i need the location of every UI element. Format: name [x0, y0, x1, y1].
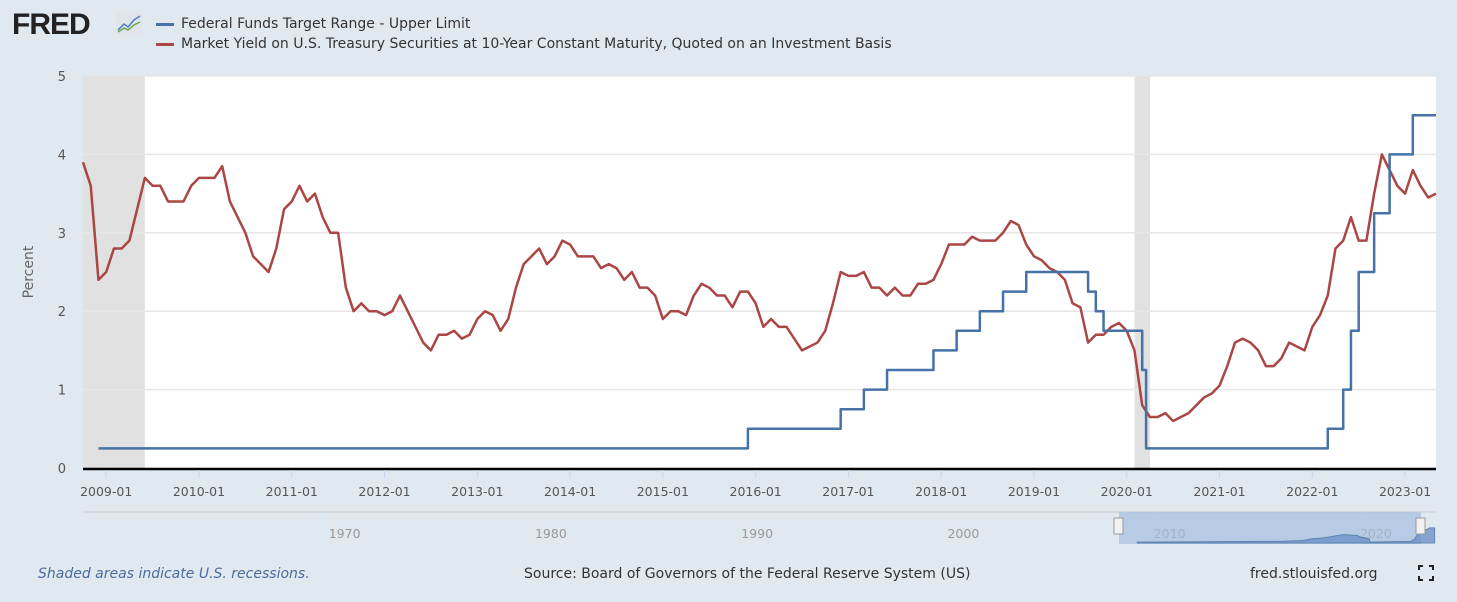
fullscreen-icon[interactable]	[1418, 565, 1434, 581]
fred-logo[interactable]: FRED	[12, 8, 91, 41]
x-tick-label: 2009-01	[80, 484, 132, 499]
legend-swatch-10yr	[156, 42, 174, 46]
line-chart[interactable]: 0 1 2 3 4 5 Percent 2009-01 2010-01 2011-01 2012…	[0, 0, 1457, 560]
x-tick-label: 2010-01	[173, 484, 225, 499]
recession-band	[1134, 76, 1150, 468]
x-axis-ticks: 2009-01 2010-01 2011-01 2012-01 2013-01 2014-…	[80, 470, 1431, 499]
x-tick-label: 2021-01	[1193, 484, 1245, 499]
x-tick-label: 2014-01	[544, 484, 596, 499]
series-line[interactable]	[98, 113, 1436, 450]
x-tick-label: 2019-01	[1008, 484, 1060, 499]
y-tick-label: 2	[58, 305, 66, 320]
y-tick-label: 4	[58, 148, 66, 163]
y-tick-label: 1	[58, 384, 66, 399]
y-axis-ticks: 0 1 2 3 4 5	[58, 70, 66, 477]
x-tick-label: 2011-01	[266, 484, 318, 499]
x-tick-label: 2018-01	[915, 484, 967, 499]
x-tick-label: 2016-01	[730, 484, 782, 499]
chart-legend: Federal Funds Target Range - Upper Limit…	[156, 14, 892, 54]
y-tick-label: 5	[58, 70, 66, 85]
navigator-series-area	[1136, 527, 1436, 544]
site-link[interactable]: fred.stlouisfed.org	[1250, 566, 1378, 582]
legend-item[interactable]: Federal Funds Target Range - Upper Limit	[156, 14, 892, 34]
series-line[interactable]	[81, 153, 1437, 423]
recession-note: Shaded areas indicate U.S. recessions.	[38, 566, 310, 582]
recession-band	[83, 76, 145, 468]
chart-line-icon	[116, 13, 142, 35]
x-tick-label: 2022-01	[1286, 484, 1338, 499]
legend-label: Market Yield on U.S. Treasury Securities…	[181, 36, 892, 52]
x-tick-label: 2020-01	[1101, 484, 1153, 499]
y-axis-label: Percent	[21, 245, 37, 298]
legend-swatch-fedfunds	[156, 22, 174, 26]
navigator-tick-label: 1980	[535, 526, 567, 541]
navigator-tick-label: 1970	[329, 526, 361, 541]
navigator-handle-right[interactable]	[1415, 517, 1426, 535]
y-tick-label: 3	[58, 227, 66, 242]
x-tick-label: 2015-01	[637, 484, 689, 499]
x-tick-label: 2012-01	[358, 484, 410, 499]
navigator-tick-label: 1990	[741, 526, 773, 541]
x-tick-label: 2023-01	[1379, 484, 1431, 499]
x-tick-label: 2013-01	[451, 484, 503, 499]
series-lines	[81, 113, 1437, 450]
navigator-handle-left[interactable]	[1113, 517, 1124, 535]
plot-background	[83, 76, 1436, 468]
legend-item[interactable]: Market Yield on U.S. Treasury Securities…	[156, 34, 892, 54]
y-tick-label: 0	[58, 462, 66, 477]
x-tick-label: 2017-01	[822, 484, 874, 499]
source-text: Source: Board of Governors of the Federa…	[524, 566, 971, 582]
navigator-tick-label: 2000	[947, 526, 979, 541]
navigator-selection[interactable]	[1119, 512, 1421, 544]
navigator[interactable]: 197019801990200020102020	[83, 511, 1436, 544]
legend-label: Federal Funds Target Range - Upper Limit	[181, 16, 471, 32]
